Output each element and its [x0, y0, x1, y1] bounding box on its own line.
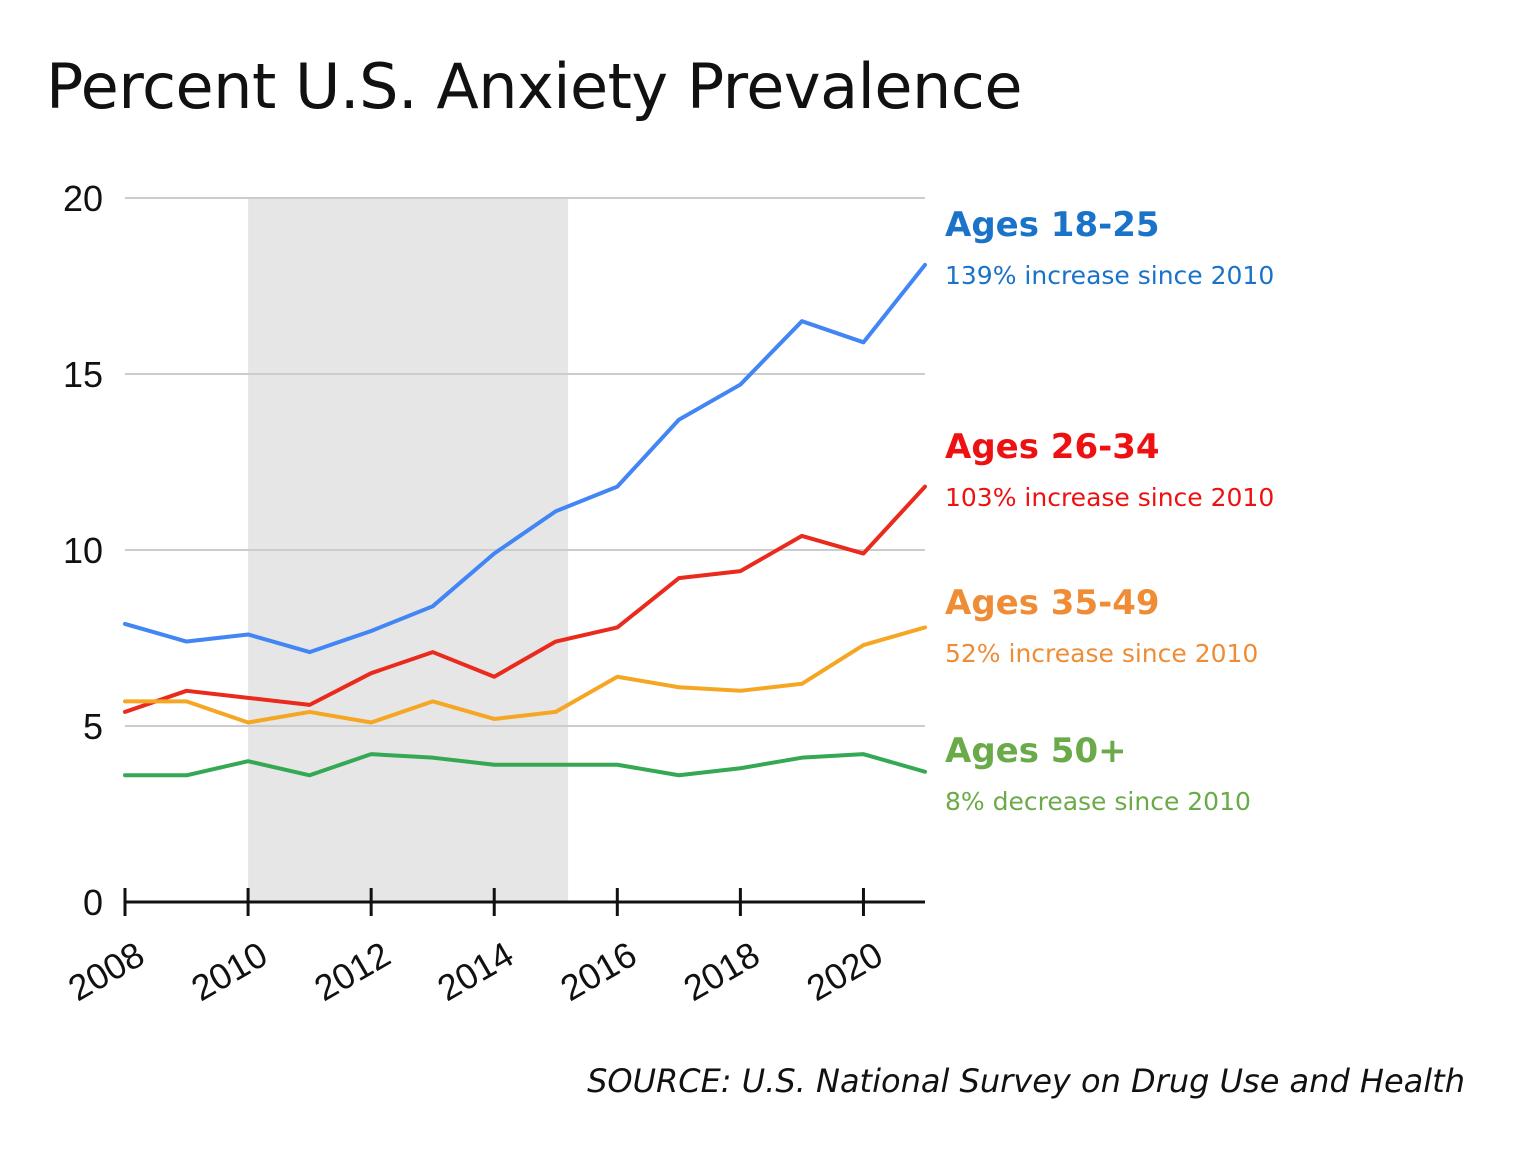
y-tick-label-15: 15 — [63, 354, 103, 395]
y-tick-label-5: 5 — [83, 706, 103, 747]
legend-name-ages-35-49: Ages 35-49 — [945, 583, 1160, 623]
x-tick-label-2010: 2010 — [184, 933, 274, 1009]
x-tick-label-2014: 2014 — [430, 933, 520, 1009]
series-line-ages-26-34 — [123, 484, 927, 714]
legend-ages-35-49: Ages 35-49 52% increase since 2010 — [945, 583, 1258, 668]
x-tick-label-2018: 2018 — [677, 933, 767, 1009]
series-line-ages-35-49 — [123, 625, 927, 725]
series-line-ages-50- — [123, 752, 927, 778]
y-tick-label-20: 20 — [63, 178, 103, 219]
legend-name-ages-50-plus: Ages 50+ — [945, 731, 1127, 771]
legend-ages-18-25: Ages 18-25 139% increase since 2010 — [945, 205, 1274, 290]
legend-note-ages-50-plus: 8% decrease since 2010 — [945, 787, 1251, 816]
x-tick-label-2012: 2012 — [307, 933, 397, 1009]
legend-note-ages-35-49: 52% increase since 2010 — [945, 639, 1259, 668]
y-tick-label-10: 10 — [63, 530, 103, 571]
legend-note-ages-26-34: 103% increase since 2010 — [945, 483, 1275, 512]
x-tick-label-2008: 2008 — [61, 933, 151, 1009]
legend-name-ages-26-34: Ages 26-34 — [945, 427, 1160, 467]
legend-name-ages-18-25: Ages 18-25 — [945, 205, 1160, 245]
legend-ages-50-plus: Ages 50+ 8% decrease since 2010 — [945, 731, 1251, 816]
x-tick-label-2016: 2016 — [553, 933, 643, 1009]
chart-title: Percent U.S. Anxiety Prevalence — [46, 50, 1023, 123]
source-note: SOURCE: U.S. National Survey on Drug Use… — [587, 1062, 1465, 1100]
legend-ages-26-34: Ages 26-34 103% increase since 2010 — [945, 427, 1274, 512]
series-line-ages-18-25 — [123, 262, 927, 655]
y-tick-label-0: 0 — [83, 882, 103, 923]
legend-note-ages-18-25: 139% increase since 2010 — [945, 261, 1275, 290]
x-tick-label-2020: 2020 — [800, 933, 890, 1009]
